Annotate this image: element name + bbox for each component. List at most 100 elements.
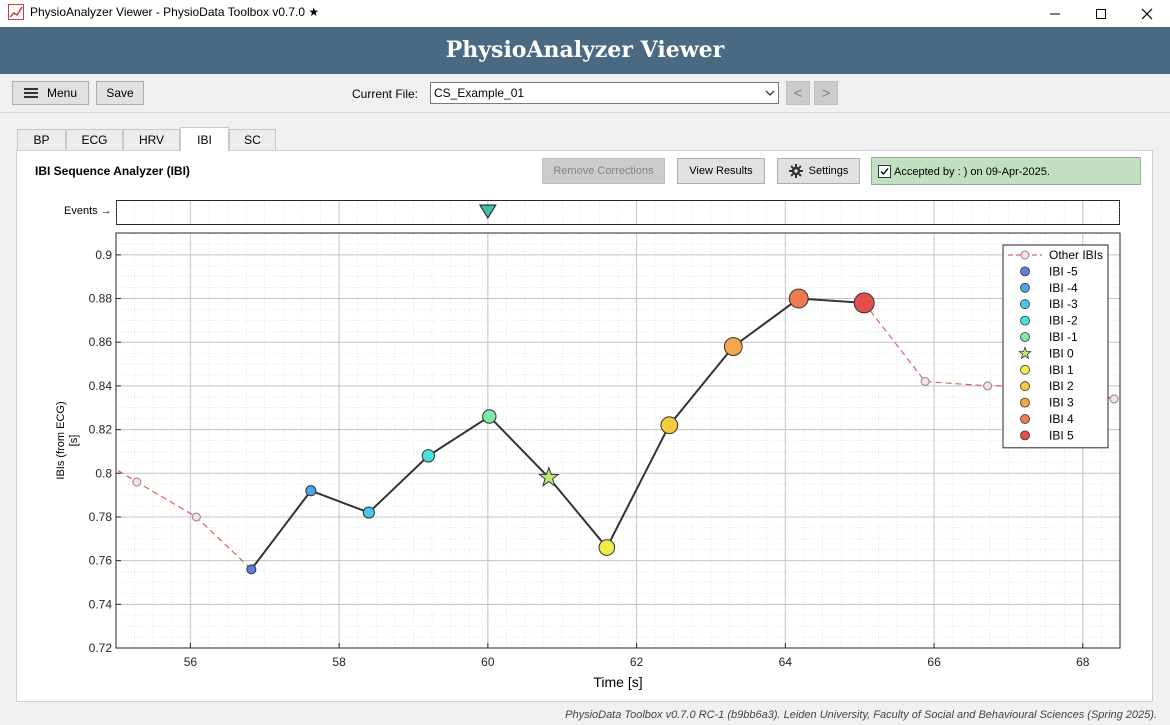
ibi-point-0[interactable] xyxy=(537,466,560,487)
legend-marker xyxy=(1020,299,1030,310)
check-icon xyxy=(880,168,889,175)
y-tick-label: 0.82 xyxy=(89,423,113,437)
view-results-button[interactable]: View Results xyxy=(677,158,765,184)
events-strip[interactable] xyxy=(116,200,1120,225)
hamburger-icon xyxy=(23,88,38,98)
y-tick-label: 0.8 xyxy=(95,466,112,480)
legend-label: IBI -4 xyxy=(1049,281,1078,295)
minimize-button[interactable] xyxy=(1032,0,1078,27)
tab-hrv[interactable]: HRV xyxy=(123,129,180,150)
tab-ibi[interactable]: IBI xyxy=(180,127,229,151)
tab-sc[interactable]: SC xyxy=(229,129,276,150)
ibi-sequence-markers xyxy=(246,288,875,575)
ibi-point-5[interactable] xyxy=(853,292,875,314)
previous-file-label: < xyxy=(793,84,803,102)
y-tick-label: 0.74 xyxy=(89,597,113,611)
legend-label: IBI 5 xyxy=(1049,428,1074,442)
legend-label: Other IBIs xyxy=(1049,248,1103,262)
other-ibi-point[interactable] xyxy=(983,381,993,391)
ibi-chart[interactable]: 56 58 60 62 64 66 68 0.720.740.760.780.80.820.… xyxy=(40,228,1130,694)
tab-ibi-label: IBI xyxy=(197,132,212,147)
ibi-point-minus-4[interactable] xyxy=(305,485,317,497)
tab-ecg-label: ECG xyxy=(81,133,108,147)
legend-label: IBI -1 xyxy=(1049,330,1078,344)
legend-label: IBI 0 xyxy=(1049,346,1074,360)
x-tick-label: 66 xyxy=(927,655,941,669)
remove-corrections-button[interactable]: Remove Corrections xyxy=(542,158,665,184)
ibi-point-3[interactable] xyxy=(723,337,743,356)
event-marker[interactable] xyxy=(478,204,497,219)
remove-corrections-label: Remove Corrections xyxy=(553,165,654,177)
tab-bp-label: BP xyxy=(33,133,50,147)
other-ibi-point[interactable] xyxy=(920,377,930,387)
tab-sc-label: SC xyxy=(244,133,261,147)
legend-marker xyxy=(1020,381,1030,392)
y-tick-label: 0.86 xyxy=(89,335,113,349)
plot-area xyxy=(115,232,1121,649)
menu-button-label: Menu xyxy=(46,86,78,100)
maximize-button[interactable] xyxy=(1078,0,1124,27)
x-tick-label: 58 xyxy=(332,655,346,669)
toolbar: Menu Save Current File: CS_Example_01 < … xyxy=(0,74,1170,113)
minimize-icon xyxy=(1050,13,1060,14)
tab-bp[interactable]: BP xyxy=(17,129,66,150)
settings-button[interactable]: Settings xyxy=(777,158,860,184)
y-axis: 0.72 0.74 0.76 0.78 0.8 0.82 0.84 0.86 0.88 0.9 xyxy=(89,248,121,655)
other-ibi-point[interactable] xyxy=(132,477,142,487)
other-ibis-markers xyxy=(132,377,1119,522)
window-title-bar: PhysioAnalyzer Viewer - PhysioData Toolb… xyxy=(0,0,1170,27)
ibi-point-minus-3[interactable] xyxy=(362,506,375,519)
ibi-point-1[interactable] xyxy=(598,539,616,556)
x-tick-label: 64 xyxy=(779,655,793,669)
legend-marker xyxy=(1020,282,1030,293)
ibi-point-4[interactable] xyxy=(788,288,809,309)
accepted-checkbox[interactable] xyxy=(878,165,891,178)
plot-border xyxy=(115,232,1121,649)
legend-box xyxy=(1002,244,1109,449)
save-button[interactable]: Save xyxy=(96,81,144,105)
ibi-point-2[interactable] xyxy=(660,416,679,435)
app-header: PhysioAnalyzer Viewer xyxy=(0,27,1170,74)
legend-marker xyxy=(1020,397,1030,408)
x-tick-label: 62 xyxy=(630,655,644,669)
close-button[interactable] xyxy=(1124,0,1170,27)
y-tick-label: 0.84 xyxy=(89,379,113,393)
other-ibi-point[interactable] xyxy=(1109,394,1119,404)
ibi-point-minus-1[interactable] xyxy=(482,409,497,424)
current-file-label: Current File: xyxy=(352,87,419,101)
legend-label: IBI -5 xyxy=(1049,264,1078,278)
tab-ecg[interactable]: ECG xyxy=(66,129,123,150)
x-axis: 56 58 60 62 64 66 68 xyxy=(184,643,1090,669)
other-ibi-point[interactable] xyxy=(191,512,201,522)
close-icon xyxy=(1141,8,1153,19)
legend-label: IBI 1 xyxy=(1049,363,1074,377)
window-title: PhysioAnalyzer Viewer - PhysioData Toolb… xyxy=(30,5,320,19)
x-axis-label: Time [s] xyxy=(593,674,642,690)
next-file-button[interactable]: > xyxy=(814,81,838,105)
panel-title: IBI Sequence Analyzer (IBI) xyxy=(35,164,190,178)
maximize-icon xyxy=(1096,8,1106,19)
y-tick-label: 0.72 xyxy=(89,641,113,655)
previous-file-button[interactable]: < xyxy=(786,81,810,105)
accepted-box[interactable]: Accepted by : ) on 09-Apr-2025. xyxy=(871,157,1141,185)
menu-button[interactable]: Menu xyxy=(12,81,89,105)
current-file-select[interactable]: CS_Example_01 xyxy=(430,82,779,104)
ibi-point-minus-2[interactable] xyxy=(421,449,436,463)
app-icon xyxy=(8,4,24,20)
x-tick-label: 68 xyxy=(1076,655,1090,669)
legend-marker xyxy=(1020,266,1030,277)
gear-icon xyxy=(788,164,803,178)
legend-label: IBI -3 xyxy=(1049,297,1078,311)
legend-marker xyxy=(1020,315,1030,326)
next-file-label: > xyxy=(821,84,831,102)
legend-marker xyxy=(1020,414,1030,424)
footer-text: PhysioData Toolbox v0.7.0 RC-1 (b9bb6a3)… xyxy=(565,709,1157,721)
chevron-down-icon xyxy=(762,83,778,103)
chart-legend: Other IBIs IBI -5 IBI -4 IBI -3 IBI -2 IBI -1… xyxy=(1002,244,1109,449)
legend-label: IBI 2 xyxy=(1049,379,1074,393)
y-axis-unit-label: [s] xyxy=(68,435,80,447)
events-grid xyxy=(116,201,1120,224)
y-tick-label: 0.88 xyxy=(89,292,113,306)
ibi-point-minus-5[interactable] xyxy=(246,564,257,575)
legend-star-marker xyxy=(1018,346,1032,360)
